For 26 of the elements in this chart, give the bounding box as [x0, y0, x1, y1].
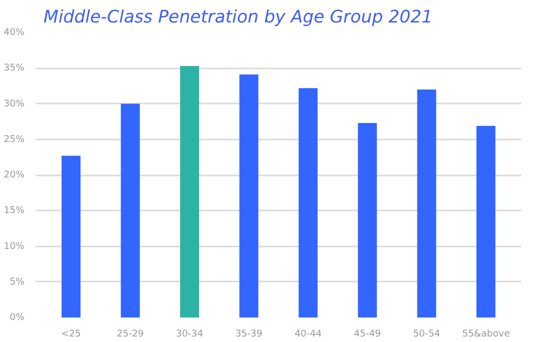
- bar: [180, 66, 200, 318]
- x-tick-label: 55&above: [462, 328, 510, 340]
- bar: [120, 104, 140, 318]
- x-tick-label: 40-44: [294, 328, 322, 340]
- y-tick-label: 35%: [4, 62, 25, 74]
- x-tick-label: 50-54: [413, 328, 440, 340]
- x-tick-label: 25-29: [116, 328, 144, 340]
- x-tick-label: <25: [61, 328, 81, 340]
- y-tick-label: 5%: [10, 276, 25, 288]
- y-tick-label: 40%: [4, 27, 25, 38]
- bar: [417, 90, 436, 318]
- x-tick-label: 35-39: [235, 328, 262, 340]
- bar: [298, 88, 318, 318]
- x-tick-label: 45-49: [354, 328, 382, 340]
- bar: [62, 156, 81, 318]
- y-tick-label: 15%: [4, 205, 25, 216]
- y-tick-label: 30%: [4, 98, 25, 110]
- y-tick-label: 25%: [4, 134, 25, 145]
- bar: [239, 74, 258, 318]
- y-tick-label: 10%: [4, 240, 25, 252]
- chart-title: Middle-Class Penetration by Age Group 2021: [44, 8, 433, 28]
- bar: [476, 126, 496, 318]
- x-tick-label: 30-34: [176, 328, 204, 340]
- bar: [358, 122, 377, 318]
- y-tick-label: 0%: [10, 312, 25, 323]
- y-tick-label: 20%: [4, 170, 25, 180]
